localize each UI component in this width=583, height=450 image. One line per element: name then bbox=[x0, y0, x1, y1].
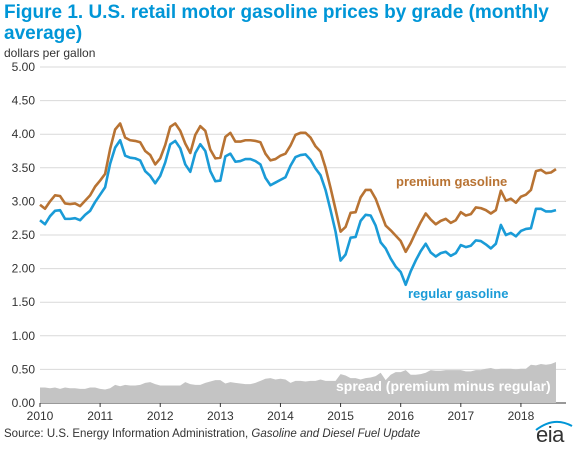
source-publication: Gasoline and Diesel Fuel Update bbox=[251, 428, 421, 440]
x-tick-label: 2016 bbox=[387, 409, 414, 423]
y-axis-units: dollars per gallon bbox=[4, 46, 96, 60]
regular-gasoline-line bbox=[39, 138, 557, 287]
y-tick-label: 1.50 bbox=[12, 295, 36, 309]
x-tick-label: 2015 bbox=[327, 409, 354, 423]
x-tick-label: 2012 bbox=[147, 409, 174, 423]
y-tick-label: 0.50 bbox=[12, 362, 36, 376]
y-tick-label: 3.50 bbox=[12, 161, 36, 175]
y-tick-label: 5.00 bbox=[12, 60, 36, 74]
x-tick-label: 2013 bbox=[207, 409, 234, 423]
y-tick-label: 2.00 bbox=[12, 262, 36, 276]
y-tick-label: 4.00 bbox=[12, 127, 36, 141]
eia-logo: eia bbox=[536, 422, 564, 447]
regular-gasoline-label: regular gasoline bbox=[408, 286, 508, 301]
spread-area bbox=[40, 362, 556, 403]
eia-logo-swoosh-icon bbox=[535, 420, 573, 431]
y-tick-label: 3.00 bbox=[12, 194, 36, 208]
x-tick-label: 2011 bbox=[87, 409, 113, 423]
x-tick-label: 2014 bbox=[267, 409, 294, 423]
source-note: Source: U.S. Energy Information Administ… bbox=[4, 428, 420, 440]
y-tick-label: 0.00 bbox=[12, 396, 36, 410]
spread-label: spread (premium minus regular) bbox=[336, 378, 551, 394]
y-tick-label: 2.50 bbox=[12, 228, 36, 242]
y-tick-label: 1.00 bbox=[12, 329, 36, 343]
premium-gasoline-label: premium gasoline bbox=[396, 174, 507, 189]
premium-gasoline-line bbox=[39, 122, 557, 254]
chart-title: Figure 1. U.S. retail motor gasoline pri… bbox=[4, 2, 549, 44]
x-tick-label: 2018 bbox=[508, 409, 535, 423]
source-prefix: Source: U.S. Energy Information Administ… bbox=[4, 428, 252, 440]
y-tick-label: 4.50 bbox=[12, 94, 36, 108]
x-tick-label: 2010 bbox=[27, 409, 54, 423]
x-tick-label: 2017 bbox=[447, 409, 474, 423]
